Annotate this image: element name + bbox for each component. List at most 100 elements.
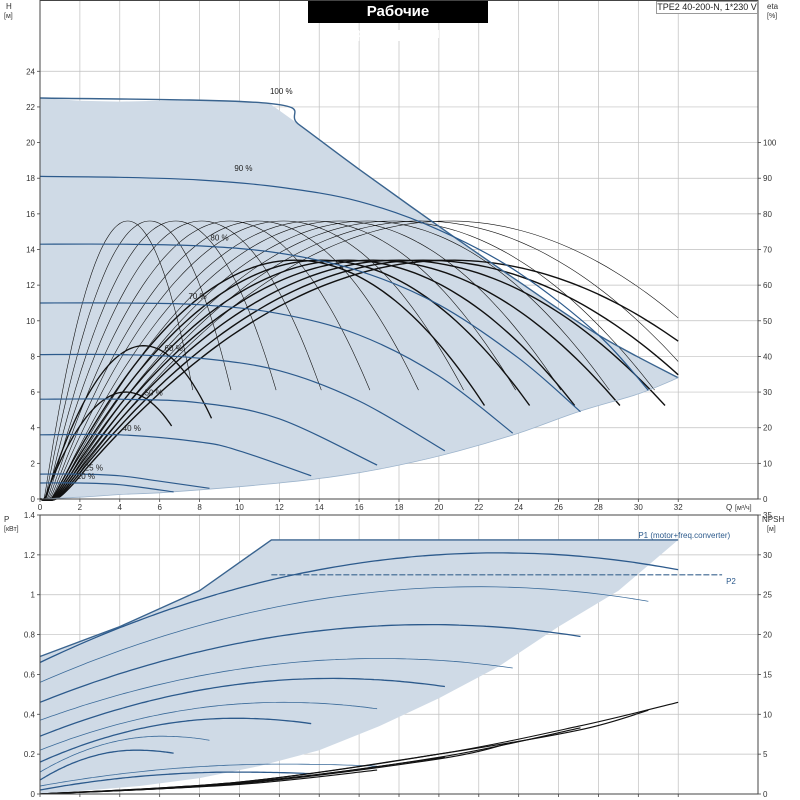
power-curve xyxy=(39,763,378,787)
x-tick-label: 10 xyxy=(235,503,244,512)
y2-tick-label: 60 xyxy=(763,281,772,290)
y2-tick-label: 50 xyxy=(763,317,772,326)
power-range-area xyxy=(40,539,679,794)
x-tick-label: 24 xyxy=(514,503,523,512)
y2-tick-label: 35 xyxy=(763,511,772,520)
speed-curve xyxy=(39,398,378,466)
y-tick-label: 2 xyxy=(31,459,36,468)
speed-curve xyxy=(39,302,514,434)
y-tick-label: 1.2 xyxy=(24,551,36,560)
y-tick-label: 14 xyxy=(26,246,35,255)
y2-tick-label: 25 xyxy=(763,591,772,600)
power-curve xyxy=(39,623,581,703)
min-efficiency-boundary xyxy=(39,377,679,500)
y2-tick-label: 0 xyxy=(763,790,768,799)
y2-tick-label: 10 xyxy=(763,710,772,719)
y2-axis-label: eta xyxy=(767,2,779,11)
speed-curve-label: 100 % xyxy=(270,87,293,96)
x-tick-label: 8 xyxy=(197,503,202,512)
y-tick-label: 0.4 xyxy=(24,710,36,719)
efficiency-curve xyxy=(39,220,679,501)
y-tick-label: 24 xyxy=(26,67,35,76)
x-tick-label: 4 xyxy=(118,503,123,512)
y2-tick-label: 30 xyxy=(763,388,772,397)
efficiency-curve xyxy=(39,259,666,502)
efficiency-curve xyxy=(39,220,194,501)
efficiency-curve xyxy=(39,220,371,501)
y-tick-label: 22 xyxy=(26,103,35,112)
y2-tick-label: 20 xyxy=(763,424,772,433)
speed-curve-label: 20 % xyxy=(77,472,95,481)
y-tick-label: 0.2 xyxy=(24,750,36,759)
y2-tick-label: 90 xyxy=(763,174,772,183)
y-tick-label: 0.6 xyxy=(24,670,36,679)
y-tick-label: 16 xyxy=(26,210,35,219)
p1-limit-line xyxy=(39,539,679,658)
x-tick-label: 30 xyxy=(634,503,643,512)
speed-curve xyxy=(39,175,649,391)
y-axis-unit: [м] xyxy=(4,13,13,20)
y2-axis-label: NPSH xyxy=(762,515,784,524)
x-tick-label: 12 xyxy=(275,503,284,512)
speed-curve-label: 50 % xyxy=(145,388,163,397)
x-tick-label: 14 xyxy=(315,503,324,512)
speed-curve-label: 90 % xyxy=(234,164,252,173)
speed-curve xyxy=(39,473,210,489)
chart-title: Рабочие характеристики xyxy=(308,1,488,42)
operating-range-area xyxy=(40,98,679,499)
power-curve xyxy=(39,677,445,737)
x-tick-label: 2 xyxy=(78,503,83,512)
y2-tick-label: 70 xyxy=(763,246,772,255)
y-axis-unit: [кВт] xyxy=(4,526,19,533)
y2-tick-label: 10 xyxy=(763,459,772,468)
power-curve xyxy=(39,771,312,791)
y2-tick-label: 15 xyxy=(763,670,772,679)
y-tick-label: 18 xyxy=(26,174,35,183)
p1-label: P1 (motor+freq.converter) xyxy=(638,531,730,540)
efficiency-curve xyxy=(39,259,621,502)
y-tick-label: 8 xyxy=(31,352,36,361)
y-tick-label: 1.4 xyxy=(24,511,36,520)
x-tick-label: 6 xyxy=(157,503,162,512)
pump-model-label: TPE2 40-200-N, 1*230 V xyxy=(656,1,758,14)
speed-curve-label: 60 % xyxy=(165,344,183,353)
speed-curve xyxy=(39,433,312,477)
power-curve xyxy=(39,749,174,781)
efficiency-curve xyxy=(39,259,679,501)
y-tick-label: 20 xyxy=(26,139,35,148)
y-tick-label: 4 xyxy=(31,424,36,433)
y-tick-label: 0 xyxy=(31,495,36,504)
power-curve xyxy=(39,717,312,763)
p2-label: P2 xyxy=(726,577,736,586)
y2-tick-label: 80 xyxy=(763,210,772,219)
x-tick-label: 18 xyxy=(395,503,404,512)
speed-curve-label: 70 % xyxy=(188,292,206,301)
efficiency-curve xyxy=(39,259,486,502)
y-tick-label: 1 xyxy=(31,591,36,600)
efficiency-curve xyxy=(39,220,655,501)
power-curve xyxy=(39,701,378,751)
speed-curve-label: 80 % xyxy=(210,233,228,242)
npsh-curve xyxy=(39,769,378,795)
y2-tick-label: 30 xyxy=(763,551,772,560)
speed-curve xyxy=(39,353,446,452)
speed-curve xyxy=(39,482,174,493)
speed-curve-label: 40 % xyxy=(123,424,141,433)
x-axis-label: Q xyxy=(726,503,732,512)
x-tick-label: 26 xyxy=(554,503,563,512)
x-axis-unit: [м³/ч] xyxy=(735,505,752,512)
power-curve xyxy=(39,586,649,683)
y2-tick-label: 100 xyxy=(763,139,777,148)
y2-axis-unit: [%] xyxy=(767,13,777,20)
x-tick-label: 32 xyxy=(674,503,683,512)
efficiency-curve xyxy=(39,220,232,501)
power-curve xyxy=(39,735,210,773)
x-tick-label: 22 xyxy=(474,503,483,512)
x-tick-label: 0 xyxy=(38,503,43,512)
max-speed-boundary xyxy=(39,97,679,379)
x-tick-label: 16 xyxy=(355,503,364,512)
y-tick-label: 0.8 xyxy=(24,631,36,640)
y-axis-label: P xyxy=(4,515,9,524)
power-curve xyxy=(39,658,513,721)
